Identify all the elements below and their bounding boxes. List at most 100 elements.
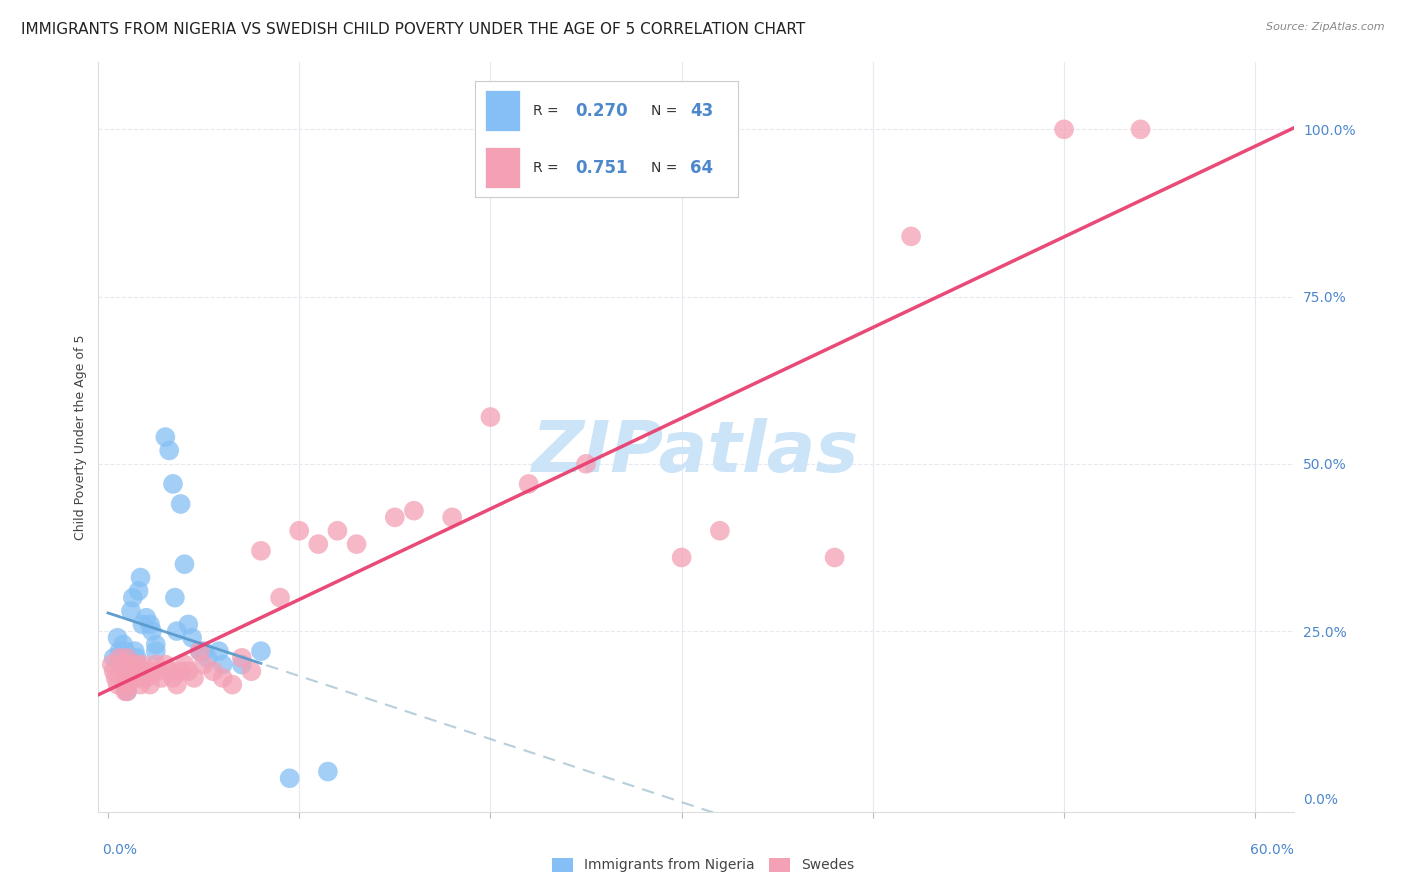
Point bbox=[169, 497, 191, 511]
Point bbox=[278, 771, 301, 786]
Point bbox=[129, 678, 152, 692]
Text: IMMIGRANTS FROM NIGERIA VS SWEDISH CHILD POVERTY UNDER THE AGE OF 5 CORRELATION : IMMIGRANTS FROM NIGERIA VS SWEDISH CHILD… bbox=[21, 22, 806, 37]
Point bbox=[115, 664, 138, 679]
Point bbox=[108, 644, 131, 658]
Point bbox=[211, 671, 233, 685]
Point bbox=[671, 550, 693, 565]
Point bbox=[110, 657, 132, 672]
Point bbox=[134, 664, 156, 679]
Point bbox=[250, 644, 273, 658]
Point bbox=[517, 476, 540, 491]
Point bbox=[129, 571, 152, 585]
Point bbox=[135, 611, 157, 625]
Point bbox=[115, 678, 138, 692]
Point bbox=[115, 671, 138, 685]
Point bbox=[155, 430, 177, 444]
Point bbox=[120, 604, 142, 618]
Point bbox=[115, 684, 138, 698]
Point bbox=[115, 671, 138, 685]
Point bbox=[121, 664, 143, 679]
Point bbox=[131, 657, 153, 672]
Point bbox=[103, 664, 125, 679]
Point bbox=[326, 524, 349, 538]
Point bbox=[479, 410, 502, 425]
Point bbox=[124, 644, 146, 658]
Point bbox=[441, 510, 464, 524]
Point bbox=[173, 657, 195, 672]
Point bbox=[709, 524, 731, 538]
Point bbox=[163, 591, 186, 605]
Point bbox=[166, 624, 188, 639]
Point bbox=[183, 671, 205, 685]
Point bbox=[177, 664, 200, 679]
Point bbox=[125, 657, 148, 672]
Point bbox=[208, 644, 231, 658]
Point bbox=[108, 651, 131, 665]
Point bbox=[114, 684, 136, 698]
Text: 60.0%: 60.0% bbox=[1250, 843, 1295, 857]
Point bbox=[221, 678, 243, 692]
Point bbox=[121, 591, 143, 605]
Point bbox=[211, 657, 233, 672]
Point bbox=[128, 671, 150, 685]
Point bbox=[112, 664, 135, 679]
Y-axis label: Child Poverty Under the Age of 5: Child Poverty Under the Age of 5 bbox=[75, 334, 87, 540]
Point bbox=[104, 671, 127, 685]
Point bbox=[166, 678, 188, 692]
Point bbox=[150, 671, 173, 685]
Point bbox=[146, 664, 169, 679]
Point bbox=[115, 664, 138, 679]
Point bbox=[135, 671, 157, 685]
Point bbox=[115, 678, 138, 692]
Point bbox=[141, 624, 163, 639]
Point bbox=[177, 617, 200, 632]
Point bbox=[250, 544, 273, 558]
Point bbox=[128, 584, 150, 599]
Point bbox=[384, 510, 406, 524]
Point bbox=[112, 637, 135, 651]
Point bbox=[115, 651, 138, 665]
Point bbox=[197, 651, 219, 665]
Point bbox=[125, 657, 148, 672]
Point bbox=[900, 229, 922, 244]
Point bbox=[114, 644, 136, 658]
Point bbox=[139, 678, 162, 692]
Point bbox=[145, 657, 167, 672]
Point bbox=[188, 644, 211, 658]
Point bbox=[1129, 122, 1152, 136]
Point bbox=[231, 657, 253, 672]
Point bbox=[231, 651, 253, 665]
Text: ZIPatlas: ZIPatlas bbox=[533, 417, 859, 486]
Point bbox=[193, 657, 215, 672]
Point bbox=[115, 651, 138, 665]
Point bbox=[307, 537, 329, 551]
Point bbox=[157, 443, 180, 458]
Point bbox=[131, 617, 153, 632]
Point bbox=[202, 664, 225, 679]
Point bbox=[173, 557, 195, 572]
Legend: Immigrants from Nigeria, Swedes: Immigrants from Nigeria, Swedes bbox=[547, 852, 859, 878]
Point bbox=[101, 657, 124, 672]
Point bbox=[115, 684, 138, 698]
Point bbox=[288, 524, 311, 538]
Point bbox=[112, 671, 135, 685]
Text: Source: ZipAtlas.com: Source: ZipAtlas.com bbox=[1267, 22, 1385, 32]
Point bbox=[169, 664, 191, 679]
Point bbox=[181, 631, 204, 645]
Point bbox=[107, 631, 129, 645]
Point bbox=[162, 476, 184, 491]
Point bbox=[125, 651, 148, 665]
Point bbox=[824, 550, 846, 565]
Point bbox=[141, 664, 163, 679]
Point bbox=[124, 671, 146, 685]
Point bbox=[155, 657, 177, 672]
Point bbox=[346, 537, 368, 551]
Point bbox=[103, 651, 125, 665]
Point bbox=[269, 591, 291, 605]
Point bbox=[110, 657, 132, 672]
Point bbox=[125, 664, 148, 679]
Point bbox=[575, 457, 598, 471]
Point bbox=[120, 657, 142, 672]
Point bbox=[193, 644, 215, 658]
Point bbox=[107, 678, 129, 692]
